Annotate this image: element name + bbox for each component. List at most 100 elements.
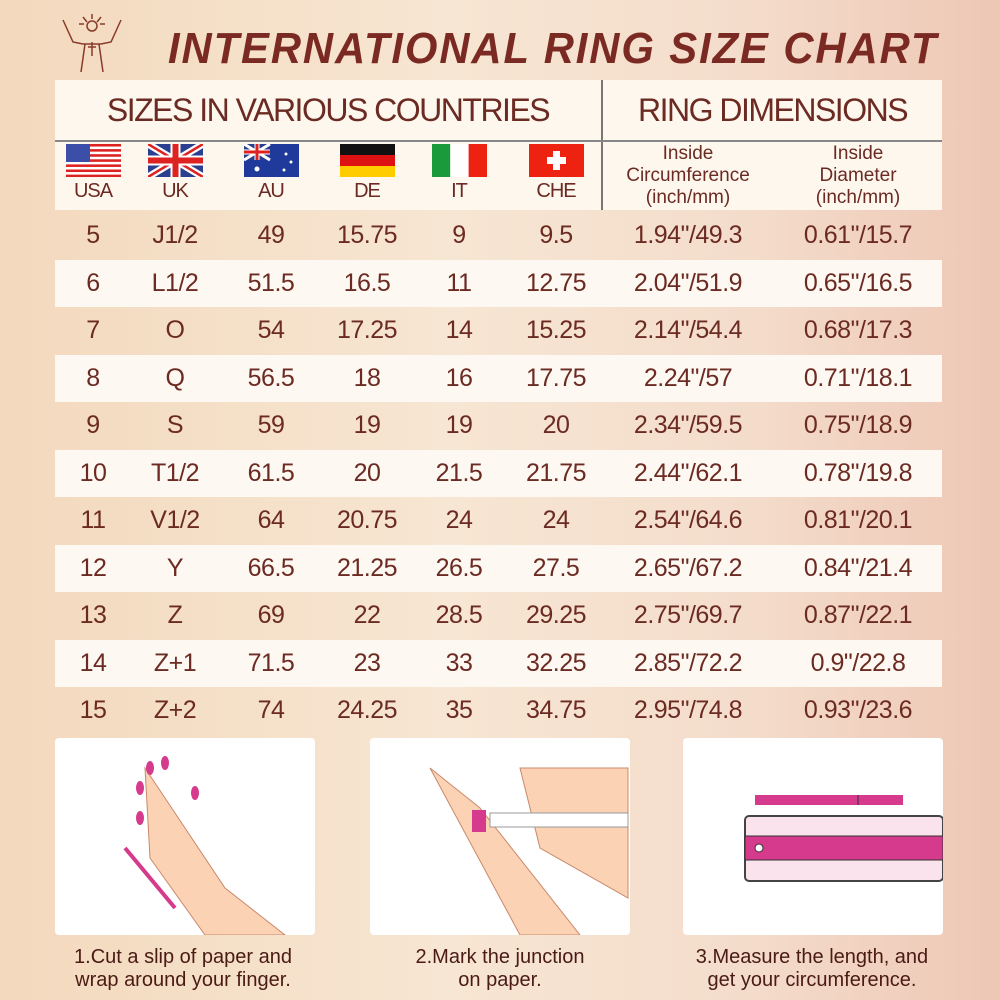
table-row: 8 Q 56.5 18 16 17.75 2.24"/57 0.71"/18.1 — [55, 354, 942, 402]
table-cell: 2.75"/69.7 — [633, 601, 743, 629]
step-1-illustration — [55, 738, 315, 935]
divider — [601, 80, 603, 210]
table-cell: 28.5 — [435, 601, 483, 629]
table-cell: 10 — [79, 458, 107, 487]
table-cell: 59 — [257, 411, 285, 439]
table-row: 12 Y 66.5 21.25 26.5 27.5 2.65"/67.2 0.84"/21.4 — [55, 544, 942, 592]
table-cell: 2.44"/62.1 — [633, 458, 743, 487]
diameter-header: Inside Diameter (inch/mm) — [815, 143, 901, 208]
country-de: DE — [328, 144, 406, 203]
table-cell: 12.75 — [525, 268, 587, 297]
hand-paper-icon — [123, 756, 286, 935]
table-cell: 64 — [257, 506, 285, 534]
uk-flag-icon — [147, 144, 203, 177]
table-cell: Z — [167, 601, 183, 629]
table-cell: 29.25 — [525, 601, 587, 629]
us-flag-icon — [65, 144, 121, 177]
table-cell: 8 — [86, 363, 100, 392]
table-cell: 2.34"/59.5 — [633, 411, 743, 439]
table-cell: 21.75 — [525, 458, 587, 487]
country-che: CHE — [517, 144, 595, 203]
table-cell: Y — [166, 553, 184, 582]
table-row: 15 Z+2 74 24.25 35 34.75 2.95"/74.8 0.93"/23.6 — [55, 687, 942, 734]
step-2-caption: 2.Mark the junction on paper. — [415, 946, 585, 991]
table-cell: 7 — [86, 316, 100, 344]
table-cell: T1/2 — [150, 458, 200, 487]
table-cell: 15 — [79, 696, 107, 724]
table-cell: 20.75 — [336, 506, 398, 534]
table-cell: 12 — [79, 553, 107, 582]
country-au: AU — [232, 144, 310, 203]
table-cell: 69 — [257, 601, 285, 629]
table-cell: 16.5 — [343, 268, 391, 297]
table-cell: 17.25 — [336, 316, 398, 344]
table-cell: 0.68"/17.3 — [803, 316, 913, 344]
table-row: 13 Z 69 22 28.5 29.25 2.75"/69.7 0.87"/22.1 — [55, 592, 942, 639]
table-cell: 19 — [445, 411, 473, 439]
table-cell: Z+1 — [153, 648, 197, 677]
table-cell: 2.54"/64.6 — [633, 506, 743, 534]
table-cell: 2.95"/74.8 — [633, 696, 743, 724]
table-cell: 18 — [353, 363, 381, 392]
table-cell: 11 — [446, 268, 472, 297]
ruler-icon — [744, 795, 943, 882]
table-cell: L1/2 — [151, 268, 199, 297]
step-3-illustration — [683, 738, 943, 935]
country-uk: UK — [136, 144, 214, 203]
au-flag-icon — [243, 144, 299, 177]
dimensions-header: RING DIMENSIONS — [637, 92, 909, 128]
step-3-caption: 3.Measure the length, and get your circum… — [695, 946, 929, 991]
table-cell: 14 — [79, 648, 107, 677]
sizes-header: SIZES IN VARIOUS COUNTRIES — [106, 92, 551, 128]
table-cell: 17.75 — [525, 363, 587, 392]
table-cell: O — [165, 316, 185, 344]
table-row: 14 Z+1 71.5 23 33 32.25 2.85"/72.2 0.9"/22.8 — [55, 639, 942, 687]
it-flag-icon — [431, 144, 487, 177]
table-cell: 15.75 — [336, 221, 398, 249]
table-cell: 54 — [257, 316, 285, 344]
table-cell: 74 — [257, 696, 285, 724]
table-cell: 0.81"/20.1 — [803, 506, 913, 534]
table-cell: S — [166, 411, 184, 439]
table-cell: 71.5 — [247, 648, 295, 677]
table-cell: 5 — [86, 221, 100, 249]
table-row: 11 V1/2 64 20.75 24 24 2.54"/64.6 0.81"/20.1 — [55, 497, 942, 544]
table-cell: 6 — [86, 268, 100, 297]
table-cell: 23 — [353, 648, 381, 677]
table-cell: 21.5 — [435, 458, 483, 487]
hand-pen-icon — [429, 767, 629, 935]
table-cell: 51.5 — [247, 268, 295, 297]
table-cell: Q — [165, 363, 185, 392]
table-cell: V1/2 — [150, 506, 200, 534]
table-cell: 66.5 — [247, 553, 295, 582]
table-cell: 15.25 — [525, 316, 587, 344]
table-header: SIZES IN VARIOUS COUNTRIES RING DIMENSIO… — [55, 80, 942, 210]
table-row: 9 S 59 19 19 20 2.34"/59.5 0.75"/18.9 — [55, 402, 942, 449]
table-cell: 2.24"/57 — [643, 363, 733, 392]
table-cell: 9 — [86, 411, 100, 439]
de-flag-icon — [339, 144, 395, 177]
table-cell: 26.5 — [435, 553, 483, 582]
christ-logo-icon — [62, 14, 122, 73]
table-cell: 0.87"/22.1 — [803, 601, 913, 629]
step-2-illustration — [370, 738, 630, 935]
table-cell: 0.84"/21.4 — [803, 553, 913, 582]
country-usa: USA — [54, 144, 132, 203]
table-cell: 24.25 — [336, 696, 398, 724]
table-cell: J1/2 — [152, 221, 198, 249]
table-cell: 14 — [445, 316, 473, 344]
table-cell: 49 — [257, 221, 285, 249]
table-cell: 20 — [542, 411, 570, 439]
table-cell: 19 — [353, 411, 381, 439]
table-cell: 34.75 — [525, 696, 587, 724]
table-cell: 24 — [542, 506, 570, 534]
table-row: 6 L1/2 51.5 16.5 11 12.75 2.04"/51.9 0.65"/16.5 — [55, 259, 942, 307]
table-cell: 22 — [353, 601, 381, 629]
table-cell: 0.78"/19.8 — [803, 458, 913, 487]
table-cell: 0.65"/16.5 — [803, 268, 913, 297]
table-cell: 61.5 — [247, 458, 295, 487]
table-cell: 2.04"/51.9 — [633, 268, 743, 297]
table-cell: 9.5 — [539, 221, 573, 249]
table-cell: 2.85"/72.2 — [633, 648, 743, 677]
ch-flag-icon — [528, 144, 584, 177]
